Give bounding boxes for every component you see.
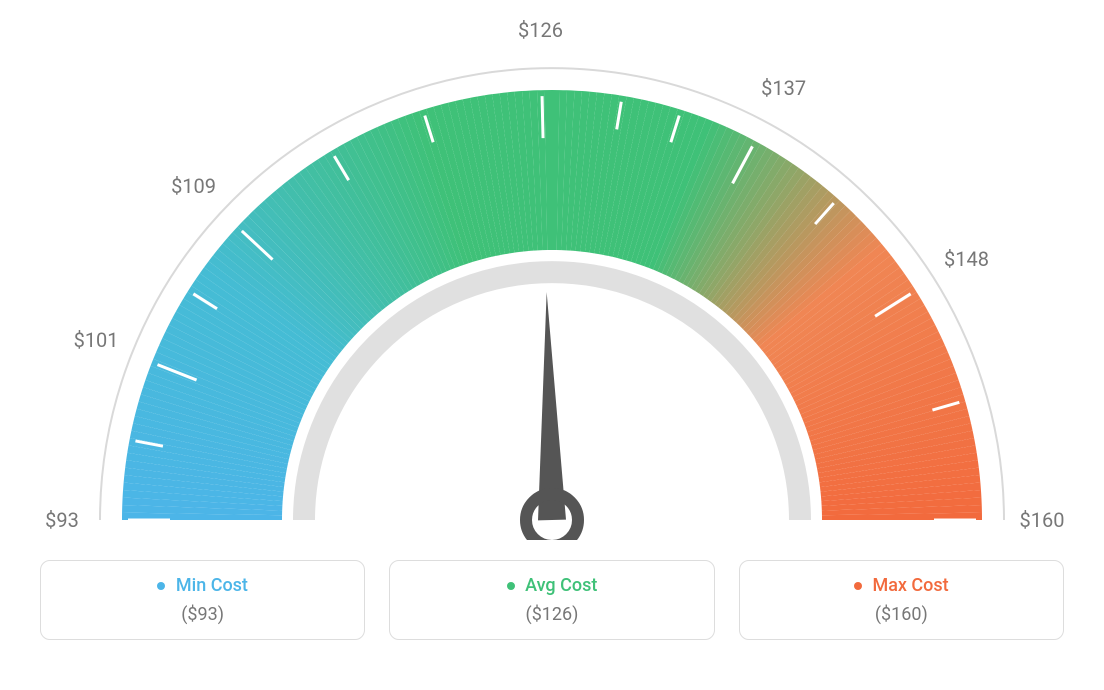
legend-title-text-min: Min Cost (176, 575, 248, 596)
gauge-tick-label: $137 (761, 76, 806, 100)
legend-value-avg: ($126) (402, 604, 701, 625)
gauge-tick-label: $101 (74, 328, 119, 352)
gauge-tick-label: $93 (45, 508, 79, 532)
gauge-tick-label: $109 (171, 174, 216, 198)
gauge-tick-label: $160 (1020, 508, 1065, 532)
legend-card-min: Min Cost ($93) (40, 560, 365, 640)
legend-card-max: Max Cost ($160) (739, 560, 1064, 640)
legend-title-avg: Avg Cost (402, 575, 701, 596)
legend-dot-avg (507, 582, 515, 590)
legend-title-text-max: Max Cost (872, 575, 948, 596)
legend-card-avg: Avg Cost ($126) (389, 560, 714, 640)
gauge-svg (0, 0, 1104, 540)
legend-title-text-avg: Avg Cost (525, 575, 597, 596)
legend-title-max: Max Cost (752, 575, 1051, 596)
legend-title-min: Min Cost (53, 575, 352, 596)
legend-value-min: ($93) (53, 604, 352, 625)
gauge-tick-label: $126 (518, 18, 563, 42)
gauge-needle (538, 292, 566, 520)
gauge-tick-label: $148 (944, 247, 989, 271)
legend-dot-min (157, 582, 165, 590)
legend-row: Min Cost ($93) Avg Cost ($126) Max Cost … (0, 560, 1104, 640)
legend-dot-max (854, 582, 862, 590)
gauge-tick (542, 96, 543, 138)
cost-gauge: $93 $101 $109 $126 $137 $148 $160 (0, 0, 1104, 540)
legend-value-max: ($160) (752, 604, 1051, 625)
